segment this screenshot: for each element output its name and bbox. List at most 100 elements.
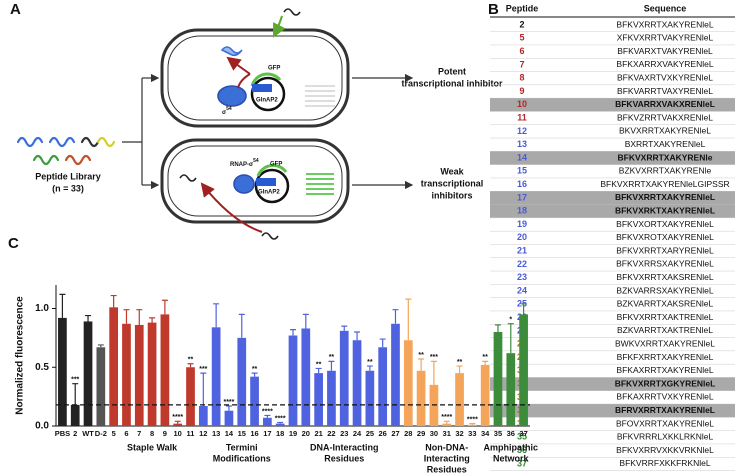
outcome-label: transcriptional inhibitor [401, 78, 503, 88]
significance: ** [316, 361, 322, 368]
sequence: BFKVXRRTXAKSRENleL [616, 272, 713, 282]
error-bar [456, 365, 463, 374]
arrows [122, 73, 414, 190]
sequence: BZKVARRTXAKTRENleL [617, 325, 713, 335]
x-tick-label: 25 [366, 429, 374, 438]
sequence: BFKVXRRTXGKYRENleL [615, 378, 716, 388]
bar [493, 332, 503, 426]
peptide-id: 16 [517, 179, 527, 189]
x-tick-label: 19 [289, 429, 297, 438]
group-label: Residues [324, 453, 364, 463]
peptide-id: 6 [519, 46, 524, 56]
x-tick-label: 36 [507, 429, 515, 438]
bar [83, 321, 93, 426]
sequence: BFKVRRFXKKFRKNleL [619, 458, 710, 468]
panel-label: C [8, 235, 19, 252]
outcome-label: transcriptional [421, 178, 484, 188]
x-tick-label: 26 [379, 429, 387, 438]
bar [455, 373, 464, 426]
significance: ** [252, 366, 258, 373]
error-bar [507, 323, 514, 354]
significance: ** [188, 357, 194, 364]
peptide-id: 22 [517, 259, 527, 269]
sequence: BFKVXRRTXARYRENleL [616, 245, 714, 255]
row-highlight [490, 98, 735, 112]
table-body: 2 BFKVXRRTXAKYRENleL 5 XFKVXRRTVAKYRENleL 6 B… [490, 19, 735, 471]
row-highlight [490, 377, 735, 391]
x-tick-label: 22 [327, 429, 335, 438]
x-tick-label: 37 [519, 429, 527, 438]
significance: ** [418, 352, 424, 359]
bar [339, 330, 349, 426]
sequence: BFKVXORTXAKYRENleL [616, 219, 714, 229]
row-highlight [490, 151, 735, 165]
group-label: Non-DNA- [425, 442, 468, 452]
error-bar [354, 331, 361, 341]
sequence: BFKVXRRTXAKYRENleL [616, 19, 713, 29]
sequence: BFKAXRRTXAKYRENleL [616, 365, 713, 375]
x-tick-label: 23 [340, 429, 348, 438]
significance: **** [223, 399, 234, 406]
bar [224, 410, 234, 426]
peptide-id: 36 [517, 445, 527, 455]
diagram [16, 136, 116, 166]
error-bar [494, 324, 501, 332]
peptide-id: 10 [517, 99, 527, 109]
x-tick-label: 6 [124, 429, 128, 438]
x-tick-label: 13 [212, 429, 220, 438]
library-label: Peptide Library [35, 171, 101, 181]
x-tick-label: 10 [174, 429, 182, 438]
error-bar [405, 298, 412, 341]
bar [288, 335, 298, 426]
peptide-id: 11 [517, 112, 527, 122]
bar [237, 337, 247, 426]
bar [211, 327, 221, 426]
bar [365, 370, 375, 426]
error-bar [392, 309, 399, 324]
error-bar [520, 303, 527, 315]
panel-label: B [488, 1, 499, 18]
error-bar [341, 325, 348, 331]
significance: ** [457, 359, 463, 366]
bar [403, 340, 413, 426]
error-bar [136, 309, 143, 325]
peptide-id: 8 [519, 73, 524, 83]
peptide-id: 23 [517, 272, 527, 282]
x-tick-label: 8 [150, 429, 154, 438]
sequence: BWKVXRRTXAKYRENleL [615, 338, 715, 348]
bar [122, 323, 131, 426]
outcome-label: Weak [440, 166, 464, 176]
library-count: (n = 33) [52, 183, 84, 193]
peptide-id: 13 [517, 139, 527, 149]
sequence: BFKVXRRSXAKYRENleL [616, 259, 714, 269]
significance: ** [367, 359, 373, 366]
bar [160, 314, 170, 426]
sequence: BFKVXRKTXAKYRENleL [615, 205, 715, 215]
bar [391, 323, 400, 426]
significance: **** [275, 415, 286, 422]
x-tick-label: D-2 [95, 429, 107, 438]
significance: **** [262, 408, 273, 415]
peptide-id: 35 [517, 432, 527, 442]
sequence: BFKFXRRTXAKYRENleL [617, 352, 714, 362]
sequence: BFKXARRXVAKYRENleL [616, 59, 713, 69]
group-label: Interacting [424, 453, 470, 463]
bar [96, 347, 106, 426]
bar [250, 376, 259, 426]
sigma-label: σ54 [222, 106, 232, 115]
sequence: BXRRTXAKYRENleL [625, 139, 706, 149]
group-label: Amphipathic [484, 442, 539, 452]
x-tick-label: 18 [276, 429, 284, 438]
x-tick-label: 12 [199, 429, 207, 438]
x-tick-label: 30 [430, 429, 438, 438]
rnap-text: RNAP-σ [230, 162, 253, 168]
x-tick-label: 9 [163, 429, 167, 438]
x-tick-label: 17 [263, 429, 271, 438]
peptide-id: 19 [517, 219, 527, 229]
sequence: BFKVXRRTXAKYRENleLGIPSSR [600, 179, 729, 189]
bar [506, 353, 516, 426]
peptide-id: 18 [517, 206, 527, 216]
peptide-id: 9 [519, 86, 524, 96]
bar [467, 424, 477, 426]
